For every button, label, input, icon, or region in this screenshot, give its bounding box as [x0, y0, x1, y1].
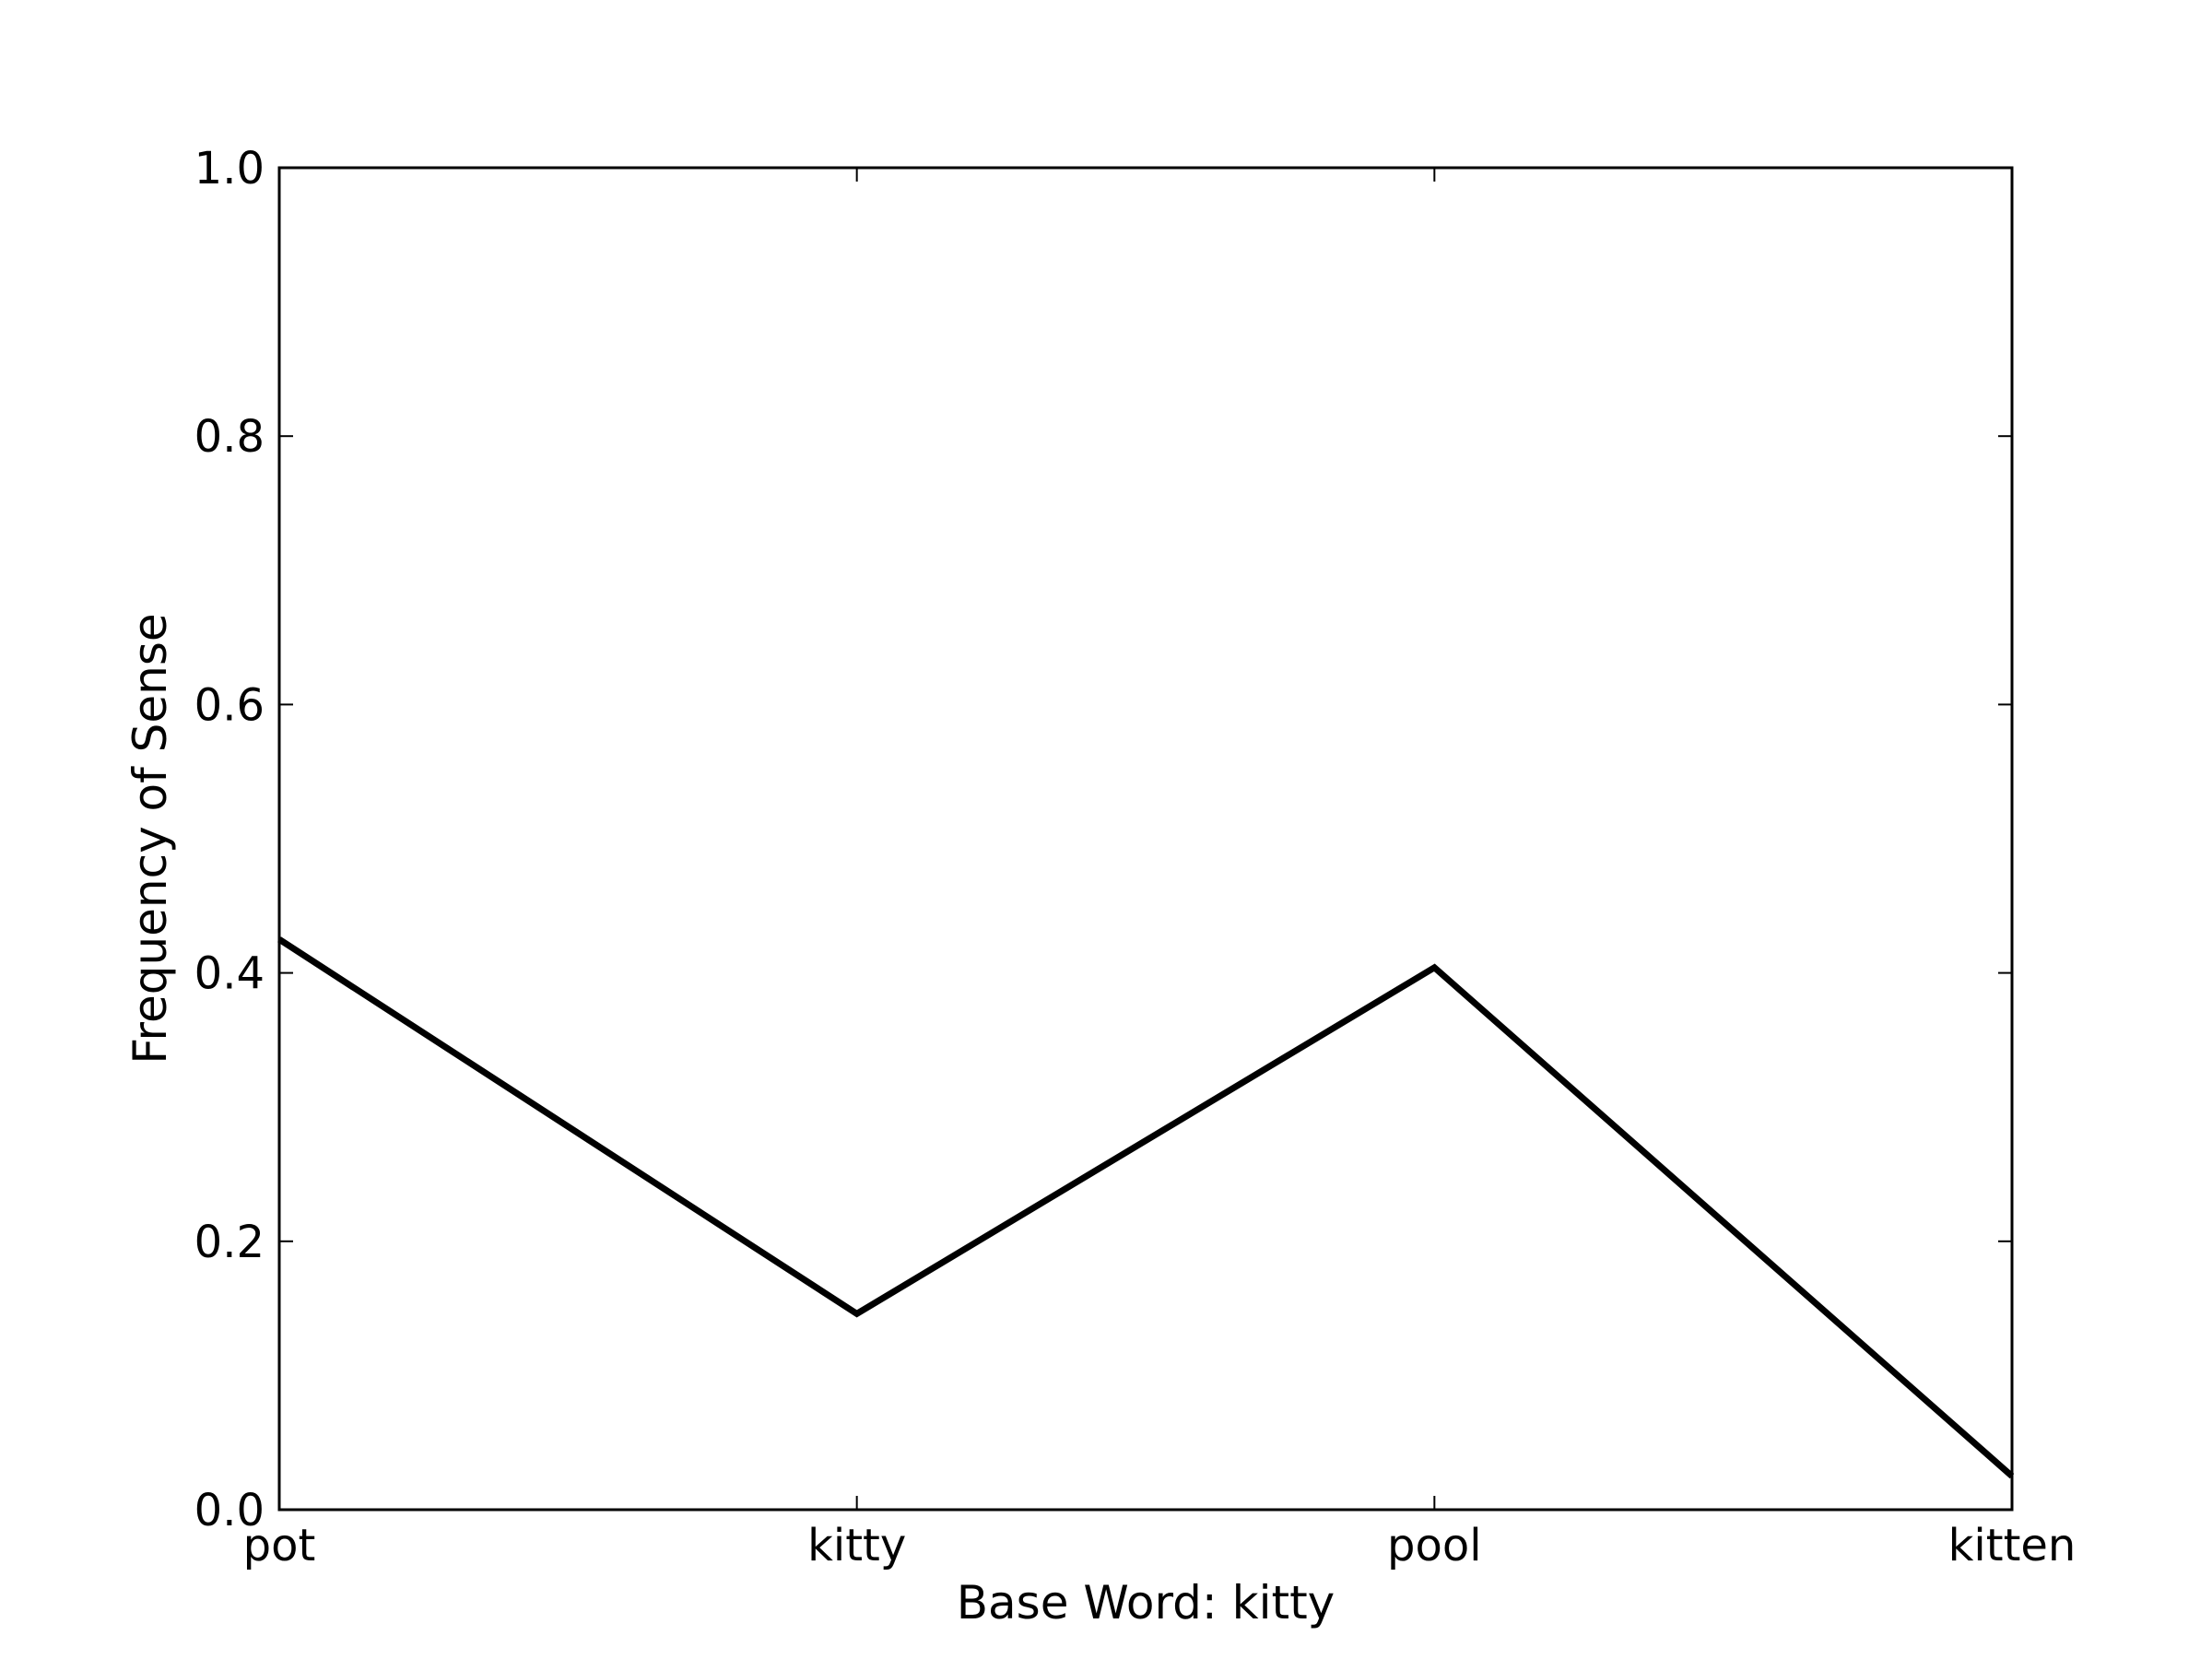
plot-frame	[277, 166, 2014, 1512]
y-axis-ticks: 0.0 0.2 0.4 0.6 0.8 1.0	[194, 143, 2012, 1536]
x-axis-ticks: pot kitty pool kitten	[243, 168, 2077, 1571]
y-tick-label: 0.0	[194, 1485, 265, 1536]
series-line	[277, 936, 2015, 1479]
x-tick-label: kitten	[1948, 1520, 2077, 1571]
y-tick-label: 0.2	[194, 1217, 265, 1268]
y-axis-label: Frequency of Sense	[124, 613, 177, 1064]
x-tick-label: pool	[1387, 1520, 1482, 1571]
x-tick-label: kitty	[807, 1520, 906, 1571]
x-axis-label: Base Word: kitty	[957, 1576, 1335, 1630]
y-tick-label: 0.4	[194, 948, 265, 1000]
y-tick-label: 0.6	[194, 679, 265, 731]
y-tick-label: 1.0	[194, 143, 265, 194]
y-tick-label: 0.8	[194, 411, 265, 463]
x-tick-label: pot	[243, 1520, 316, 1571]
series-group	[277, 936, 2015, 1479]
